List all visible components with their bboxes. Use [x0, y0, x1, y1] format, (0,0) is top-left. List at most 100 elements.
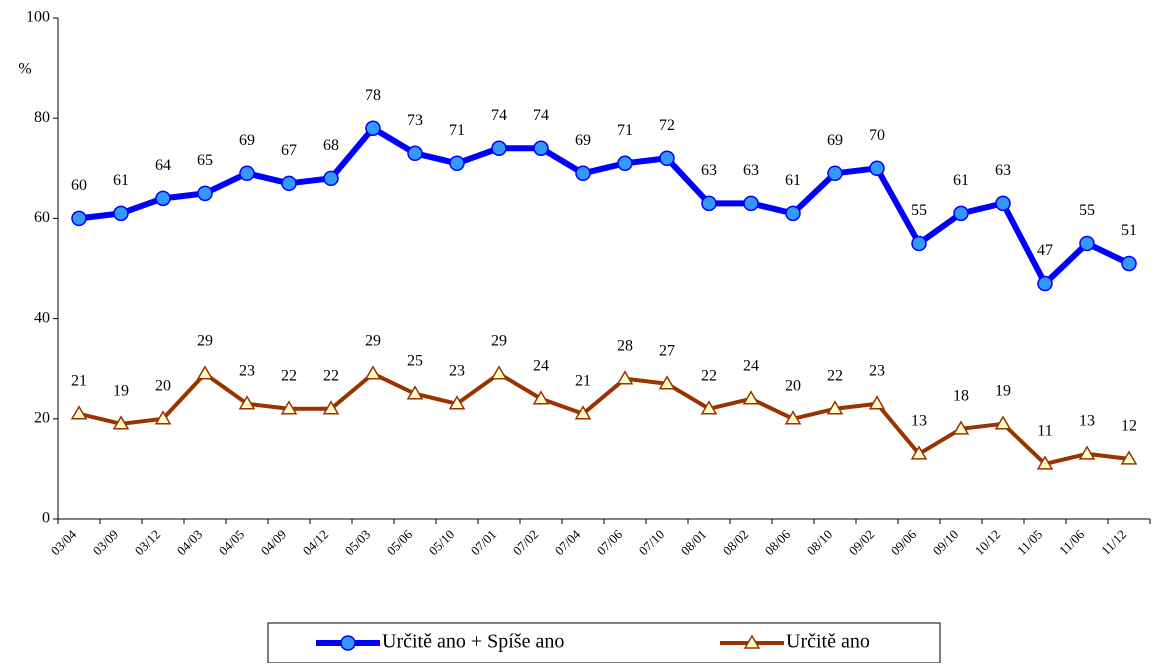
x-tick-label: 04/09	[258, 527, 290, 559]
data-label: 12	[1121, 418, 1137, 435]
data-point	[364, 365, 382, 380]
legend-marker	[340, 635, 356, 651]
x-tick-label: 05/06	[384, 526, 416, 558]
x-tick-label: 08/01	[678, 527, 710, 559]
x-tick-label: 11/05	[1014, 527, 1045, 558]
data-point	[70, 405, 88, 420]
data-label: 11	[1037, 423, 1052, 440]
data-point	[533, 140, 549, 157]
data-label: 23	[239, 362, 255, 379]
data-point	[407, 145, 423, 162]
data-point	[869, 160, 885, 177]
data-point	[742, 390, 760, 405]
data-point	[784, 410, 802, 425]
data-point	[323, 170, 339, 187]
legend-label: Určitě ano + Spíše ano	[382, 631, 564, 653]
data-label: 22	[827, 367, 843, 384]
data-point	[700, 400, 718, 415]
x-tick-label: 03/12	[132, 527, 164, 559]
x-tick-label: 05/10	[426, 527, 458, 559]
data-point	[448, 395, 466, 410]
data-label: 78	[365, 87, 381, 104]
data-point	[827, 165, 843, 182]
data-label: 29	[491, 332, 507, 349]
data-point	[868, 395, 886, 410]
data-point	[71, 210, 87, 227]
data-point	[1078, 445, 1096, 460]
x-tick-label: 04/12	[300, 527, 332, 559]
x-tick-label: 07/01	[468, 527, 500, 559]
data-point	[449, 155, 465, 172]
x-tick-label: 07/10	[636, 527, 668, 559]
data-label: 74	[491, 107, 507, 124]
data-point	[154, 410, 172, 425]
data-label: 74	[533, 107, 549, 124]
data-label: 21	[71, 372, 87, 389]
x-tick-label: 05/03	[342, 527, 374, 559]
data-label: 25	[407, 352, 423, 369]
x-tick-label: 10/12	[972, 527, 1004, 559]
data-label: 27	[659, 342, 675, 359]
data-point	[994, 415, 1012, 430]
data-point	[532, 390, 550, 405]
data-label: 23	[449, 362, 465, 379]
data-point	[953, 205, 969, 222]
data-point	[112, 415, 130, 430]
data-label: 22	[281, 367, 297, 384]
data-point	[197, 185, 213, 202]
x-tick-label: 08/06	[762, 526, 794, 558]
data-label: 29	[365, 332, 381, 349]
data-point	[616, 370, 634, 385]
y-unit-label: %	[18, 61, 31, 78]
data-point	[785, 205, 801, 222]
data-label: 63	[995, 162, 1011, 179]
x-tick-label: 03/09	[90, 527, 122, 559]
data-label: 71	[617, 122, 633, 139]
data-point	[658, 375, 676, 390]
data-point	[743, 195, 759, 212]
data-label: 24	[743, 357, 759, 374]
data-label: 13	[1079, 413, 1095, 430]
data-label: 69	[575, 132, 591, 149]
data-label: 22	[701, 367, 717, 384]
data-point	[575, 165, 591, 182]
data-label: 69	[239, 132, 255, 149]
data-point	[574, 405, 592, 420]
data-label: 22	[323, 367, 339, 384]
data-label: 60	[71, 177, 87, 194]
data-point	[910, 445, 928, 460]
y-tick-label: 20	[34, 409, 50, 426]
x-tick-label: 03/04	[48, 526, 80, 558]
data-label: 20	[785, 377, 801, 394]
data-point	[239, 165, 255, 182]
data-label: 69	[827, 132, 843, 149]
data-label: 71	[449, 122, 465, 139]
data-label: 63	[701, 162, 717, 179]
data-label: 19	[113, 382, 129, 399]
x-tick-label: 09/06	[888, 526, 920, 558]
data-label: 67	[281, 142, 297, 159]
data-point	[113, 205, 129, 222]
data-label: 64	[155, 157, 171, 174]
x-tick-label: 07/02	[510, 527, 542, 559]
data-point	[280, 400, 298, 415]
x-tick-label: 04/03	[174, 527, 206, 559]
x-tick-label: 07/06	[594, 526, 626, 558]
data-point	[196, 365, 214, 380]
data-point	[617, 155, 633, 172]
data-point	[1079, 235, 1095, 252]
data-point	[281, 175, 297, 192]
data-point	[406, 385, 424, 400]
y-tick-label: 0	[42, 510, 50, 527]
data-label: 55	[911, 202, 927, 219]
series-line	[78, 125, 1131, 287]
data-label: 21	[575, 372, 591, 389]
data-point	[1036, 455, 1054, 470]
data-label: 61	[953, 172, 969, 189]
data-point	[911, 235, 927, 252]
data-point	[952, 420, 970, 435]
legend-marker	[743, 634, 761, 649]
data-label: 72	[659, 117, 675, 134]
data-point	[1037, 275, 1053, 292]
